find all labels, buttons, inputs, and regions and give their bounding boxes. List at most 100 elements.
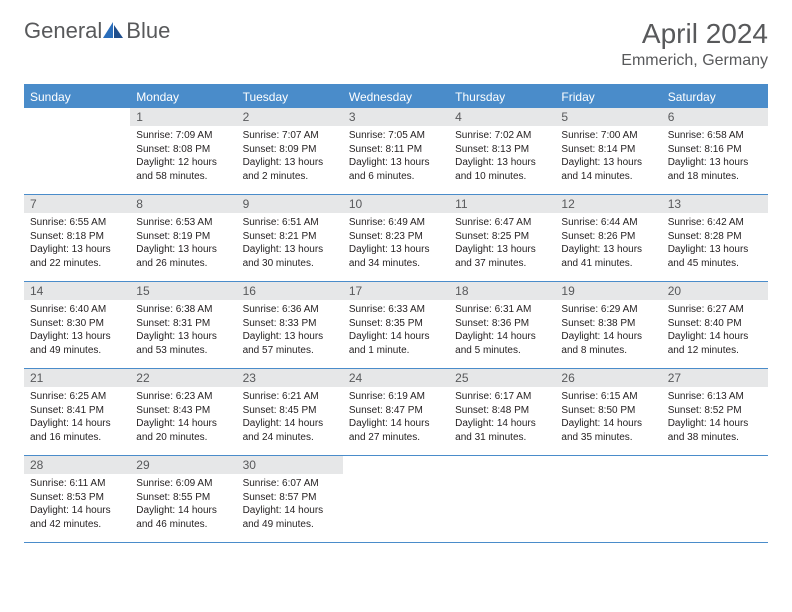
day-info-line: Sunset: 8:25 PM: [455, 230, 549, 244]
day-info-line: Sunrise: 7:09 AM: [136, 129, 230, 143]
day-info: Sunrise: 6:29 AMSunset: 8:38 PMDaylight:…: [555, 303, 661, 357]
day-number: 24: [343, 369, 449, 387]
day-cell: [662, 456, 768, 542]
day-info-line: and 34 minutes.: [349, 257, 443, 271]
day-cell: 11Sunrise: 6:47 AMSunset: 8:25 PMDayligh…: [449, 195, 555, 281]
day-info-line: Sunset: 8:41 PM: [30, 404, 124, 418]
day-info: Sunrise: 6:58 AMSunset: 8:16 PMDaylight:…: [662, 129, 768, 183]
day-info-line: and 12 minutes.: [668, 344, 762, 358]
day-cell: 15Sunrise: 6:38 AMSunset: 8:31 PMDayligh…: [130, 282, 236, 368]
day-cell: 18Sunrise: 6:31 AMSunset: 8:36 PMDayligh…: [449, 282, 555, 368]
day-info-line: Sunset: 8:09 PM: [243, 143, 337, 157]
day-number: 10: [343, 195, 449, 213]
day-info-line: Sunrise: 6:23 AM: [136, 390, 230, 404]
day-header: Sunday: [24, 86, 130, 108]
day-info-line: and 45 minutes.: [668, 257, 762, 271]
day-info-line: and 53 minutes.: [136, 344, 230, 358]
day-info-line: Sunrise: 6:29 AM: [561, 303, 655, 317]
day-cell: 12Sunrise: 6:44 AMSunset: 8:26 PMDayligh…: [555, 195, 661, 281]
day-info-line: Sunset: 8:50 PM: [561, 404, 655, 418]
day-info-line: Daylight: 14 hours: [349, 330, 443, 344]
day-info-line: Daylight: 14 hours: [243, 504, 337, 518]
logo-text-blue: Blue: [126, 18, 170, 44]
day-cell: 19 Sunrise: 6:29 AMSunset: 8:38 PMDayligh…: [555, 282, 661, 368]
day-number: 27: [662, 369, 768, 387]
day-info-line: Sunset: 8:26 PM: [561, 230, 655, 244]
day-cell: 13 Sunrise: 6:42 AMSunset: 8:28 PMDayligh…: [662, 195, 768, 281]
day-info-line: Sunrise: 7:00 AM: [561, 129, 655, 143]
day-info-line: Daylight: 13 hours: [243, 330, 337, 344]
day-header: Thursday: [449, 86, 555, 108]
day-info: Sunrise: 6:42 AMSunset: 8:28 PMDaylight:…: [662, 216, 768, 270]
day-cell: 4Sunrise: 7:02 AMSunset: 8:13 PMDaylight…: [449, 108, 555, 194]
day-cell: 3Sunrise: 7:05 AMSunset: 8:11 PMDaylight…: [343, 108, 449, 194]
day-info: Sunrise: 6:51 AMSunset: 8:21 PMDaylight:…: [237, 216, 343, 270]
day-number: 8: [130, 195, 236, 213]
day-cell: 25 Sunrise: 6:17 AMSunset: 8:48 PMDayligh…: [449, 369, 555, 455]
day-number: 18: [449, 282, 555, 300]
month-title: April 2024: [621, 18, 768, 50]
day-info-line: Daylight: 13 hours: [349, 156, 443, 170]
day-info-line: Sunset: 8:18 PM: [30, 230, 124, 244]
day-info-line: Daylight: 13 hours: [349, 243, 443, 257]
day-number: 19: [555, 282, 661, 300]
day-info-line: Sunset: 8:08 PM: [136, 143, 230, 157]
day-info-line: Daylight: 13 hours: [455, 156, 549, 170]
day-info: Sunrise: 6:44 AMSunset: 8:26 PMDaylight:…: [555, 216, 661, 270]
day-header-row: Sunday Monday Tuesday Wednesday Thursday…: [24, 86, 768, 108]
day-info: Sunrise: 6:07 AMSunset: 8:57 PMDaylight:…: [237, 477, 343, 531]
day-number: 5: [555, 108, 661, 126]
logo-text-general: General: [24, 18, 102, 44]
day-info-line: and 14 minutes.: [561, 170, 655, 184]
day-info-line: Sunset: 8:35 PM: [349, 317, 443, 331]
day-info-line: Sunrise: 6:38 AM: [136, 303, 230, 317]
day-info-line: and 41 minutes.: [561, 257, 655, 271]
day-info-line: Daylight: 13 hours: [136, 243, 230, 257]
logo-sail-icon: [102, 21, 124, 39]
day-number: 4: [449, 108, 555, 126]
day-info-line: Sunset: 8:13 PM: [455, 143, 549, 157]
day-number: 14: [24, 282, 130, 300]
day-info: Sunrise: 6:47 AMSunset: 8:25 PMDaylight:…: [449, 216, 555, 270]
day-info: Sunrise: 6:13 AMSunset: 8:52 PMDaylight:…: [662, 390, 768, 444]
day-info-line: and 35 minutes.: [561, 431, 655, 445]
day-number: 13: [662, 195, 768, 213]
day-info: Sunrise: 6:19 AMSunset: 8:47 PMDaylight:…: [343, 390, 449, 444]
day-cell: 16Sunrise: 6:36 AMSunset: 8:33 PMDayligh…: [237, 282, 343, 368]
day-info-line: Sunset: 8:55 PM: [136, 491, 230, 505]
day-number: 17: [343, 282, 449, 300]
day-info-line: Sunrise: 7:05 AM: [349, 129, 443, 143]
day-info-line: Sunset: 8:43 PM: [136, 404, 230, 418]
day-cell: 30Sunrise: 6:07 AMSunset: 8:57 PMDayligh…: [237, 456, 343, 542]
day-number: 6: [662, 108, 768, 126]
title-block: April 2024 Emmerich, Germany: [621, 18, 768, 70]
day-info: Sunrise: 6:49 AMSunset: 8:23 PMDaylight:…: [343, 216, 449, 270]
day-info: Sunrise: 6:17 AMSunset: 8:48 PMDaylight:…: [449, 390, 555, 444]
day-number: 25: [449, 369, 555, 387]
day-info-line: and 30 minutes.: [243, 257, 337, 271]
week-row: 14Sunrise: 6:40 AMSunset: 8:30 PMDayligh…: [24, 282, 768, 369]
day-cell: [343, 456, 449, 542]
day-number: [343, 456, 449, 474]
day-number: 22: [130, 369, 236, 387]
day-info-line: Daylight: 14 hours: [349, 417, 443, 431]
day-info-line: and 10 minutes.: [455, 170, 549, 184]
day-info-line: Sunrise: 6:58 AM: [668, 129, 762, 143]
day-number: 2: [237, 108, 343, 126]
day-info-line: Sunrise: 6:07 AM: [243, 477, 337, 491]
day-info-line: Sunrise: 6:36 AM: [243, 303, 337, 317]
day-info-line: Sunrise: 6:40 AM: [30, 303, 124, 317]
day-number: 7: [24, 195, 130, 213]
logo: General Blue: [24, 18, 170, 44]
day-info: Sunrise: 7:09 AMSunset: 8:08 PMDaylight:…: [130, 129, 236, 183]
day-info-line: Sunset: 8:21 PM: [243, 230, 337, 244]
day-number: [449, 456, 555, 474]
day-info-line: Daylight: 14 hours: [561, 417, 655, 431]
day-info-line: and 2 minutes.: [243, 170, 337, 184]
day-info-line: and 16 minutes.: [30, 431, 124, 445]
day-cell: 29Sunrise: 6:09 AMSunset: 8:55 PMDayligh…: [130, 456, 236, 542]
day-cell: 7Sunrise: 6:55 AMSunset: 8:18 PMDaylight…: [24, 195, 130, 281]
day-info-line: Sunset: 8:57 PM: [243, 491, 337, 505]
day-info: Sunrise: 7:00 AMSunset: 8:14 PMDaylight:…: [555, 129, 661, 183]
day-info: Sunrise: 6:53 AMSunset: 8:19 PMDaylight:…: [130, 216, 236, 270]
